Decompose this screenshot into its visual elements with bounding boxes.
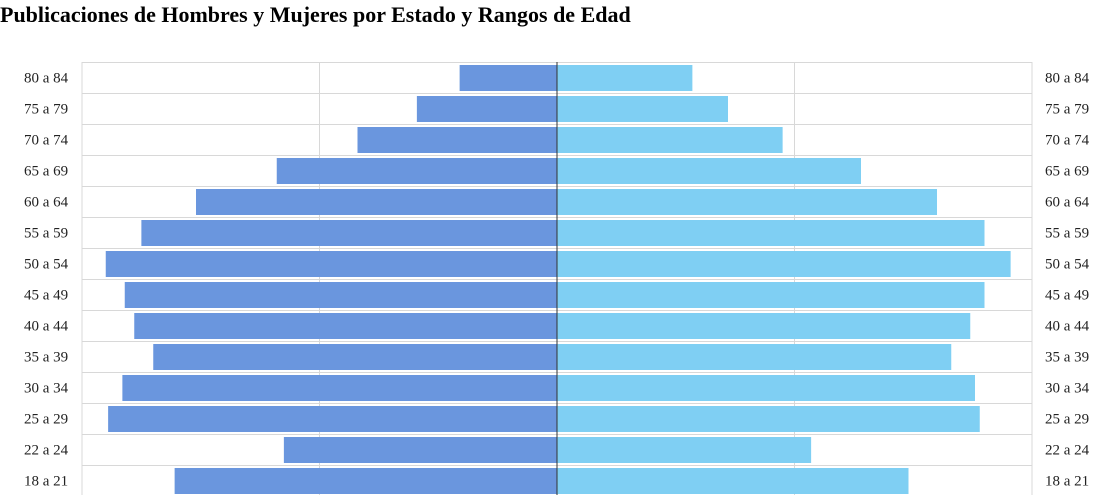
bar-right-1 <box>557 96 728 122</box>
category-label-right: 30 a 34 <box>1045 381 1090 397</box>
category-label-right: 18 a 21 <box>1045 474 1089 490</box>
bar-right-2 <box>557 127 783 153</box>
category-label-left: 45 a 49 <box>24 288 68 304</box>
category-label-left: 75 a 79 <box>24 102 68 118</box>
bar-right-9 <box>557 344 952 370</box>
category-label-left: 70 a 74 <box>24 133 69 149</box>
category-label-right: 75 a 79 <box>1045 102 1089 118</box>
category-label-left: 65 a 69 <box>24 164 68 180</box>
bar-left-1 <box>416 96 557 122</box>
bar-right-13 <box>557 468 909 494</box>
bar-right-12 <box>557 437 812 463</box>
bar-left-3 <box>276 158 557 184</box>
category-label-right: 45 a 49 <box>1045 288 1089 304</box>
category-label-left: 60 a 64 <box>24 195 69 211</box>
category-label-left: 30 a 34 <box>24 381 69 397</box>
category-label-right: 55 a 59 <box>1045 226 1089 242</box>
bar-left-7 <box>124 282 557 308</box>
bar-right-11 <box>557 406 980 432</box>
bar-left-8 <box>134 313 557 339</box>
category-label-right: 70 a 74 <box>1045 133 1090 149</box>
bar-right-8 <box>557 313 971 339</box>
category-label-right: 25 a 29 <box>1045 412 1089 428</box>
bar-left-5 <box>141 220 557 246</box>
bar-left-13 <box>174 468 557 494</box>
category-label-right: 35 a 39 <box>1045 350 1089 366</box>
bar-right-5 <box>557 220 985 246</box>
bar-left-4 <box>196 189 557 215</box>
bar-left-2 <box>357 127 557 153</box>
category-label-left: 22 a 24 <box>24 443 69 459</box>
category-label-right: 50 a 54 <box>1045 257 1090 273</box>
category-label-left: 18 a 21 <box>24 474 68 490</box>
category-label-right: 22 a 24 <box>1045 443 1090 459</box>
category-label-left: 35 a 39 <box>24 350 68 366</box>
category-label-left: 25 a 29 <box>24 412 68 428</box>
bar-left-10 <box>122 375 557 401</box>
category-label-right: 65 a 69 <box>1045 164 1089 180</box>
category-label-right: 40 a 44 <box>1045 319 1090 335</box>
category-label-left: 40 a 44 <box>24 319 69 335</box>
bar-right-6 <box>557 251 1011 277</box>
bar-right-3 <box>557 158 861 184</box>
bar-right-4 <box>557 189 937 215</box>
category-label-left: 50 a 54 <box>24 257 69 273</box>
chart-title: Publicaciones de Hombres y Mujeres por E… <box>0 2 631 27</box>
bar-right-0 <box>557 65 693 91</box>
category-label-right: 60 a 64 <box>1045 195 1090 211</box>
bar-left-12 <box>283 437 557 463</box>
category-label-right: 80 a 84 <box>1045 71 1090 87</box>
bar-left-11 <box>108 406 557 432</box>
bar-left-6 <box>105 251 557 277</box>
bar-right-10 <box>557 375 975 401</box>
category-label-left: 55 a 59 <box>24 226 68 242</box>
bar-left-0 <box>459 65 557 91</box>
category-label-left: 80 a 84 <box>24 71 69 87</box>
bar-left-9 <box>153 344 557 370</box>
bar-right-7 <box>557 282 985 308</box>
